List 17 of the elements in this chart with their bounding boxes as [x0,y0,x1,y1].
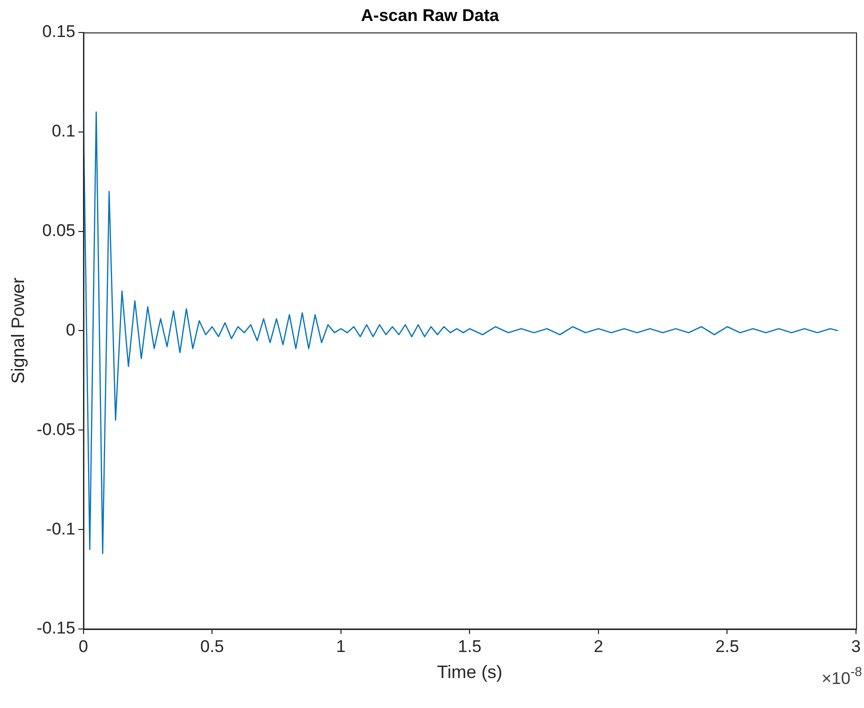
y-tick-label: 0 [66,320,76,340]
y-tick-label: 0.05 [42,220,76,240]
chart-title: A-scan Raw Data [361,6,500,25]
y-tick-label: -0.15 [36,618,76,638]
x-tick-label: 3 [851,636,861,656]
x-axis-title: Time (s) [437,662,502,682]
x-tick-label: 2.5 [715,636,740,656]
y-tick-label: 0.1 [52,122,76,141]
y-tick-label: -0.05 [36,420,76,439]
y-tick-label: 0.15 [42,22,76,42]
y-tick-label: -0.1 [46,519,76,538]
x-tick-label: 0 [78,636,88,656]
y-axis-title: Signal Power [8,278,28,384]
x-tick-label: 1 [336,636,346,656]
x-tick-label: 1.5 [458,636,482,656]
x-tick-label: 2 [594,636,604,656]
x-tick-label: 0.5 [200,636,224,656]
